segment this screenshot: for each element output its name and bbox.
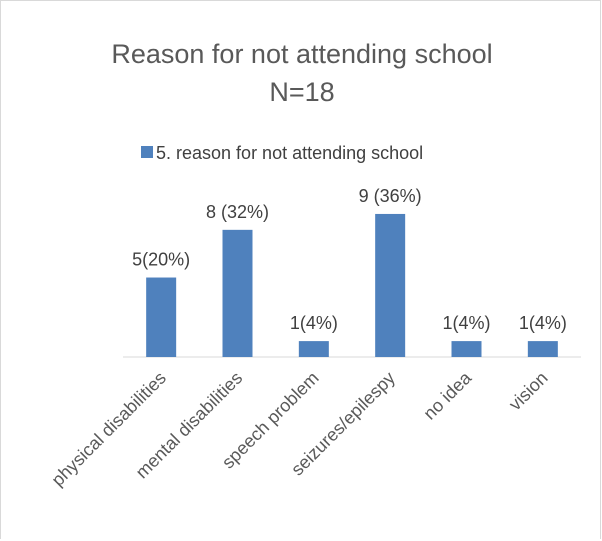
bar-3 [375, 213, 406, 357]
data-label-0: 5(20%) [132, 250, 190, 270]
data-label-3: 9 (36%) [359, 186, 422, 206]
bar-0 [146, 277, 177, 357]
data-label-4: 1(4%) [442, 313, 490, 333]
category-label-4: no idea [419, 367, 476, 424]
bar-2 [298, 341, 329, 357]
data-labels-group: 5(20%) 8 (32%) 1(4%) 9 (36%) 1(4%) 1(4%) [132, 186, 567, 333]
chart-title: Reason for not attending school [111, 39, 492, 69]
data-label-2: 1(4%) [290, 313, 338, 333]
bars-group [146, 213, 558, 357]
legend: 5. reason for not attending school [141, 143, 423, 163]
category-label-5: vision [505, 368, 552, 415]
bar-1 [222, 229, 253, 357]
bar-5 [527, 341, 558, 357]
legend-swatch [141, 146, 153, 158]
bar-4 [451, 341, 482, 357]
data-label-1: 8 (32%) [206, 202, 269, 222]
legend-label: 5. reason for not attending school [156, 143, 423, 163]
chart-subtitle: N=18 [269, 77, 334, 107]
data-label-5: 1(4%) [519, 313, 567, 333]
